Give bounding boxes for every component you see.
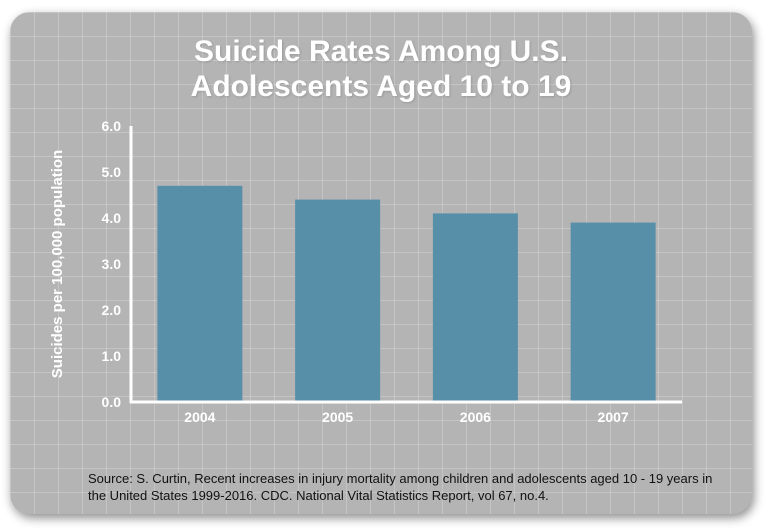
source-note: Source: S. Curtin, Recent increases in i… [88,471,713,503]
y-tick-label: 5.0 [102,164,122,180]
chart-card: Suicide Rates Among U.S. Adolescents Age… [10,12,752,514]
x-tick-label: 2005 [322,409,353,425]
chart-title: Suicide Rates Among U.S. Adolescents Age… [10,34,752,104]
y-axis-ticks: 0.0 1.0 2.0 3.0 4.0 5.0 6.0 [102,118,122,410]
x-axis-ticks: 2004 2005 2006 2007 [184,409,629,425]
bar-2004 [157,185,243,402]
bar-2007 [570,222,656,402]
bars [157,185,656,402]
bar-2005 [295,199,381,402]
y-tick-label: 6.0 [102,118,122,134]
bar-2006 [432,213,518,402]
y-tick-label: 0.0 [102,394,122,410]
y-tick-label: 2.0 [102,302,122,318]
y-tick-label: 3.0 [102,256,122,272]
y-axis-label: Suicides per 100,000 population [49,150,66,378]
y-tick-label: 1.0 [102,348,122,364]
chart-title-line-1: Suicide Rates Among U.S. [194,35,568,68]
x-tick-label: 2007 [598,409,629,425]
y-tick-label: 4.0 [102,210,122,226]
bar-chart: 0.0 1.0 2.0 3.0 4.0 5.0 6.0 2004 2005 2006 2007 S… [49,118,682,425]
x-tick-label: 2006 [460,409,491,425]
x-tick-label: 2004 [184,409,215,425]
chart-title-line-2: Adolescents Aged 10 to 19 [190,70,572,103]
